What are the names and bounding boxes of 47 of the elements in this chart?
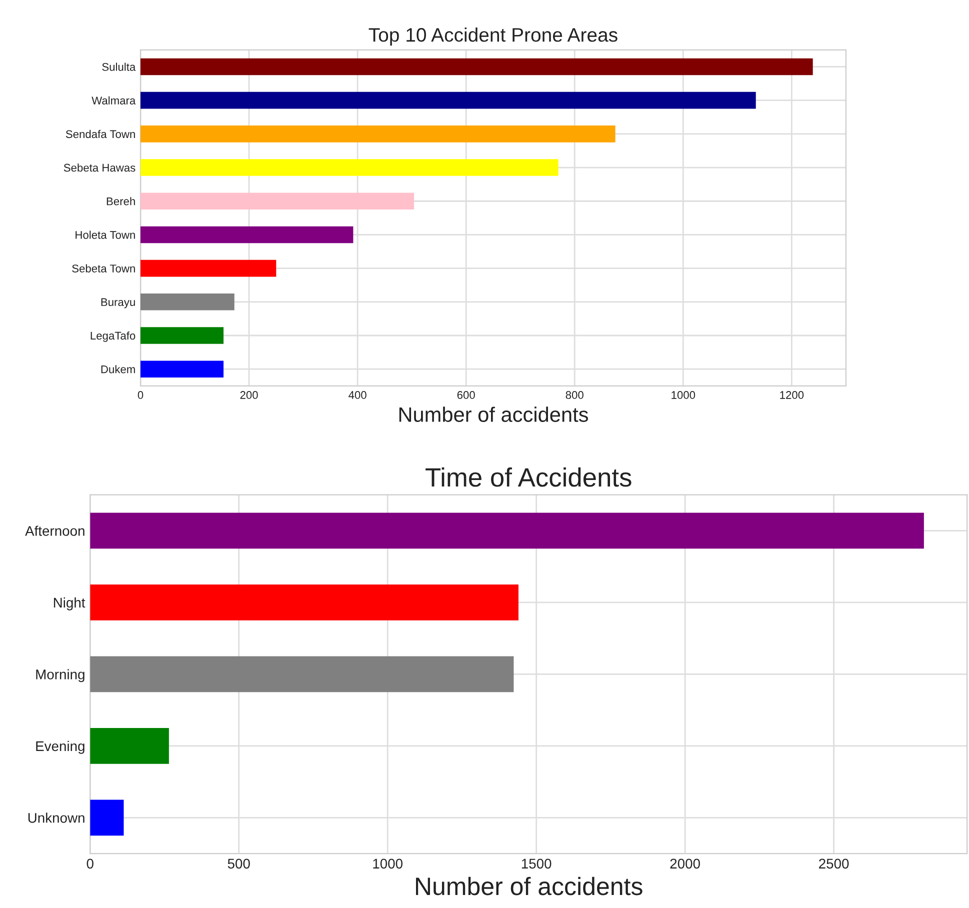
x-tick-label: 500 [228, 858, 250, 869]
bar [140, 260, 276, 277]
bar [90, 584, 518, 620]
y-tick-label: Holeta Town [76, 230, 135, 239]
y-tick-label: Morning [36, 669, 84, 682]
chart-title: Time of Accidents [426, 467, 632, 487]
y-tick-label: Dukem [101, 365, 135, 374]
y-tick-label: Sululta [102, 62, 136, 71]
x-tick-label: 0 [86, 858, 94, 869]
bar [140, 58, 813, 76]
x-tick-label: 800 [566, 391, 584, 399]
x-axis-title: Number of accidents [399, 406, 588, 422]
chart-title: Top 10 Accident Prone Areas [368, 28, 618, 46]
y-tick-label: Sebeta Hawas [64, 164, 136, 172]
bar [140, 294, 234, 310]
bar [90, 656, 514, 692]
bar [140, 226, 354, 244]
y-tick-label: Bereh [106, 197, 135, 206]
bar [140, 360, 224, 378]
y-tick-label: Sendafa Town [66, 130, 135, 138]
y-tick-label: Unknown [28, 812, 84, 823]
bar [140, 327, 224, 344]
bar [90, 800, 124, 836]
y-tick-label: Evening [36, 740, 84, 754]
x-tick-label: 1000 [373, 858, 402, 869]
x-tick-label: 600 [457, 391, 475, 399]
y-tick-label: Sebeta Town [72, 264, 135, 272]
y-tick-label: Night [54, 597, 86, 610]
x-tick-label: 1200 [780, 391, 804, 399]
x-tick-label: 1500 [522, 858, 552, 869]
bar [90, 512, 924, 549]
bar [140, 92, 756, 109]
bar [140, 159, 558, 176]
x-tick-label: 2500 [819, 858, 849, 869]
bar [90, 728, 169, 764]
x-tick-label: 0 [138, 391, 144, 399]
x-tick-label: 1000 [672, 391, 696, 399]
bar [140, 126, 616, 142]
x-tick-label: 400 [348, 391, 366, 399]
x-axis-title: Number of accidents [416, 876, 642, 896]
x-tick-label: 2000 [670, 858, 700, 869]
y-tick-label: Afternoon [25, 526, 84, 536]
y-tick-label: LegaTafo [90, 331, 136, 342]
y-tick-label: Walmara [92, 96, 136, 104]
bar [140, 192, 414, 210]
y-tick-label: Burayu [101, 298, 135, 308]
x-tick-label: 200 [240, 391, 258, 399]
